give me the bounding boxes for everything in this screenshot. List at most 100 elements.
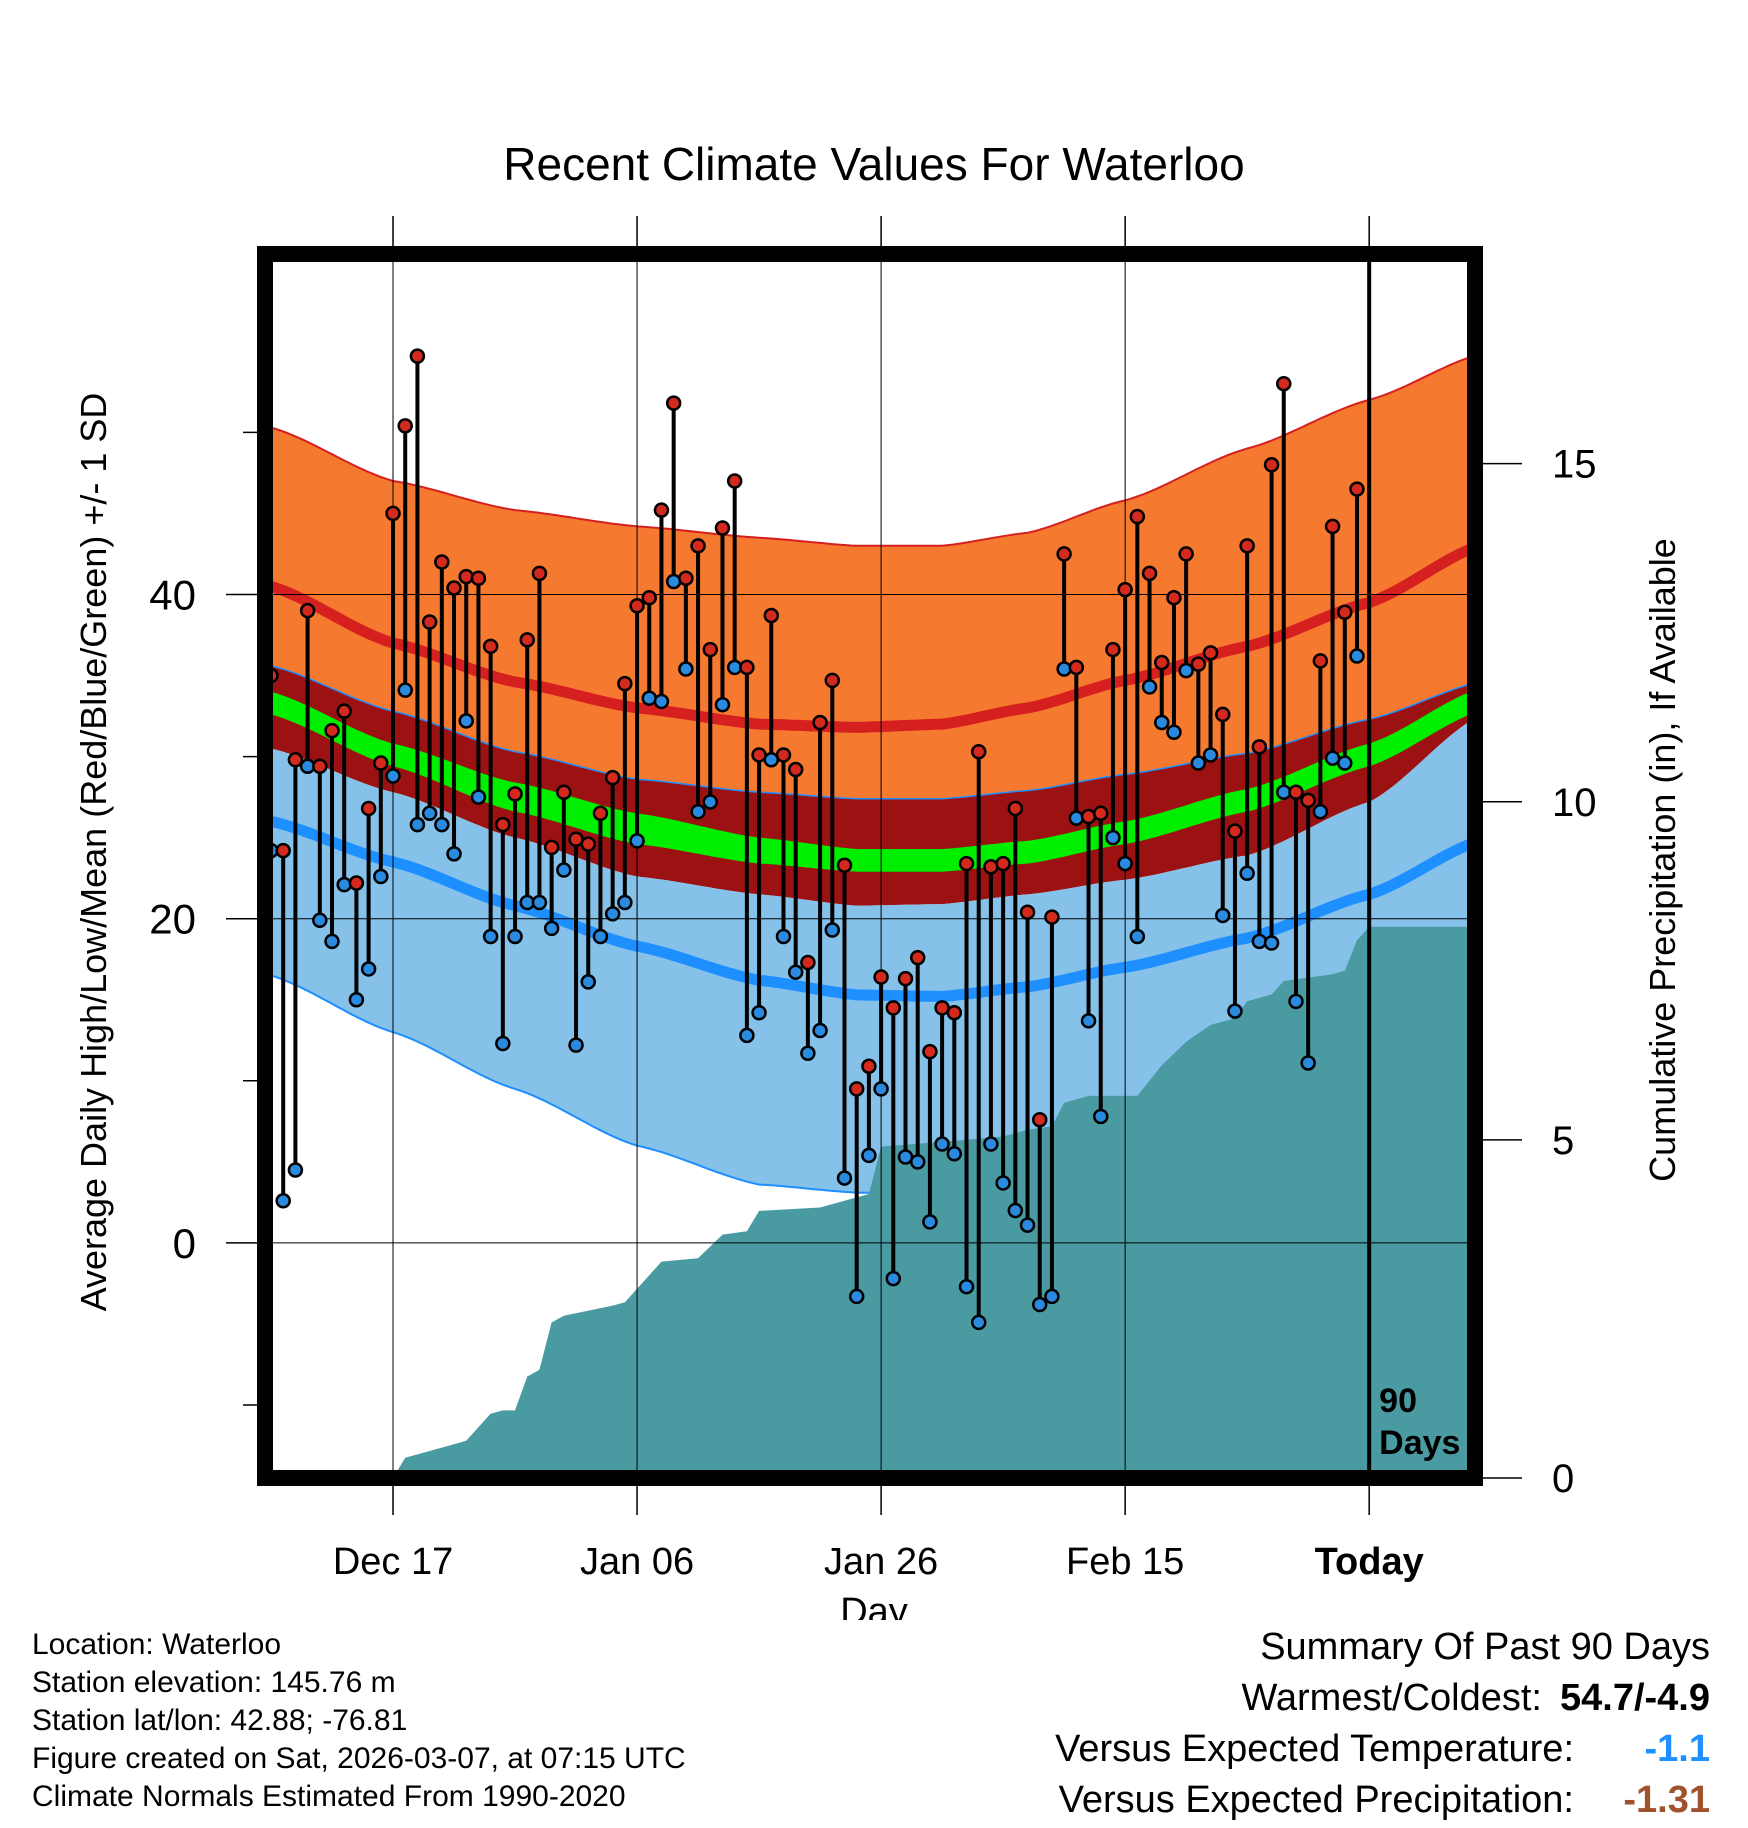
daily-high-point — [653, 502, 670, 518]
y2-axis-ticks: 0 5 10 15 — [1475, 443, 1597, 1501]
daily-high-point — [983, 859, 999, 875]
daily-high-point — [397, 418, 413, 434]
y2-tick-label: 15 — [1552, 443, 1597, 487]
daily-low-point — [714, 696, 731, 713]
daily-low-point — [312, 912, 328, 929]
daily-low-point — [1288, 993, 1304, 1010]
daily-low-point — [970, 1314, 987, 1331]
x-axis-ticks: Dec 17 Jan 06 Jan 26 Feb 15 Today — [333, 216, 1424, 1583]
daily-high-point — [1349, 481, 1365, 497]
high-normal-line — [269, 541, 1475, 733]
y-tick-label: 20 — [149, 896, 196, 943]
daily-low-point — [275, 1193, 291, 1209]
daily-low-point — [1007, 1202, 1024, 1219]
daily-high-point — [373, 755, 389, 771]
ninety-days-label: 90 Days — [1379, 1382, 1460, 1462]
daily-low-point — [446, 846, 462, 862]
summary-warm-cold-value: 54.7/-4.9 — [1560, 1677, 1710, 1719]
daily-high-point — [1068, 659, 1085, 676]
daily-high-point — [360, 800, 377, 817]
daily-high-point — [1007, 800, 1024, 817]
daily-high-point — [702, 641, 719, 658]
daily-low-point — [665, 573, 682, 590]
x-tick-label: Feb 15 — [1066, 1541, 1184, 1583]
daily-high-point — [958, 855, 975, 872]
daily-high-point — [848, 1081, 865, 1097]
info-created: Figure created on Sat, 2026-03-07, at 07… — [32, 1742, 686, 1775]
daily-low-point — [848, 1288, 865, 1305]
daily-low-point — [1337, 755, 1353, 771]
daily-low-point — [1092, 1108, 1109, 1125]
daily-high-point — [970, 743, 987, 760]
daily-low-point — [1312, 803, 1329, 820]
daily-low-point — [434, 816, 450, 833]
daily-low-point — [909, 1154, 926, 1170]
daily-high-point — [458, 568, 474, 585]
daily-high-point — [470, 570, 487, 586]
daily-high-point — [836, 857, 853, 873]
summary-precip-label: Versus Expected Precipitation: — [1058, 1779, 1574, 1821]
daily-low-point — [958, 1278, 975, 1295]
daily-low-point — [385, 768, 401, 784]
daily-low-point — [556, 862, 572, 878]
y-axis-label: Average Daily High/Low/Mean (Red/Blue/Gr… — [73, 393, 114, 1312]
daily-low-point — [1202, 747, 1219, 763]
daily-low-point — [1019, 1217, 1036, 1233]
daily-high-point — [800, 954, 816, 971]
plot-frame — [257, 246, 1483, 1486]
y2-axis-label: Cumulative Precipitation (in), If Availa… — [1642, 538, 1683, 1182]
daily-low-point — [324, 933, 340, 950]
daily-high-point — [1105, 641, 1121, 658]
x-tick-label: Jan 06 — [580, 1541, 694, 1583]
daily-low-point — [1263, 935, 1280, 951]
daily-low-point — [495, 1035, 511, 1052]
daily-high-point — [787, 761, 804, 778]
daily-low-point — [1300, 1055, 1316, 1071]
daily-low-point — [690, 803, 706, 820]
daily-low-point — [1056, 661, 1072, 677]
daily-high-point — [1300, 792, 1316, 809]
daily-low-point — [1227, 1003, 1243, 1019]
daily-high-point — [1337, 604, 1353, 621]
daily-low-point — [824, 922, 841, 938]
daily-high-point — [812, 714, 828, 731]
daily-high-point — [946, 1004, 963, 1021]
info-latlon: Station lat/lon: 42.88; -76.81 — [32, 1704, 408, 1737]
daily-low-point — [787, 964, 804, 980]
daily-high-point — [714, 520, 731, 536]
plot-area: 90 Days 0 20 40 0 5 10 15 Dec 17 Jan 06 Jan 26 Feb 1… — [149, 216, 1597, 1583]
daily-low-point — [836, 1170, 853, 1186]
daily-low-point — [397, 682, 413, 698]
daily-low-point — [1080, 1013, 1097, 1029]
daily-high-point — [1178, 546, 1194, 562]
daily-high-point — [629, 598, 645, 614]
daily-high-point — [275, 842, 291, 859]
daily-high-point — [1044, 909, 1060, 925]
x-tick-label: Today — [1315, 1541, 1424, 1583]
daily-low-point — [934, 1136, 950, 1152]
daily-high-point — [665, 395, 682, 411]
daily-high-point — [592, 805, 609, 822]
daily-low-point — [641, 690, 658, 706]
daily-high-point — [1117, 581, 1133, 598]
daily-high-point — [1166, 589, 1182, 606]
daily-high-point — [287, 752, 304, 768]
daily-low-point — [458, 713, 474, 729]
daily-high-point — [678, 570, 694, 586]
daily-markers — [265, 348, 1365, 1331]
low-normal-line — [269, 816, 1475, 1003]
daily-low-point — [1031, 1296, 1048, 1313]
info-normals: Climate Normals Estimated From 1990-2020 — [32, 1780, 626, 1813]
daily-low-point — [421, 805, 438, 822]
summary-heading: Summary Of Past 90 Days — [1260, 1626, 1710, 1668]
plot-interior: 90 Days — [265, 254, 1475, 1478]
daily-high-point — [507, 786, 523, 802]
daily-low-point — [1190, 755, 1207, 771]
daily-high-point — [909, 949, 926, 966]
daily-high-point — [1324, 518, 1341, 535]
daily-high-point — [1227, 823, 1243, 839]
daily-low-point — [604, 906, 621, 922]
mean-plus-sd-line — [270, 665, 1475, 800]
y2-tick-label: 0 — [1552, 1457, 1574, 1501]
daily-low-point — [922, 1214, 938, 1230]
